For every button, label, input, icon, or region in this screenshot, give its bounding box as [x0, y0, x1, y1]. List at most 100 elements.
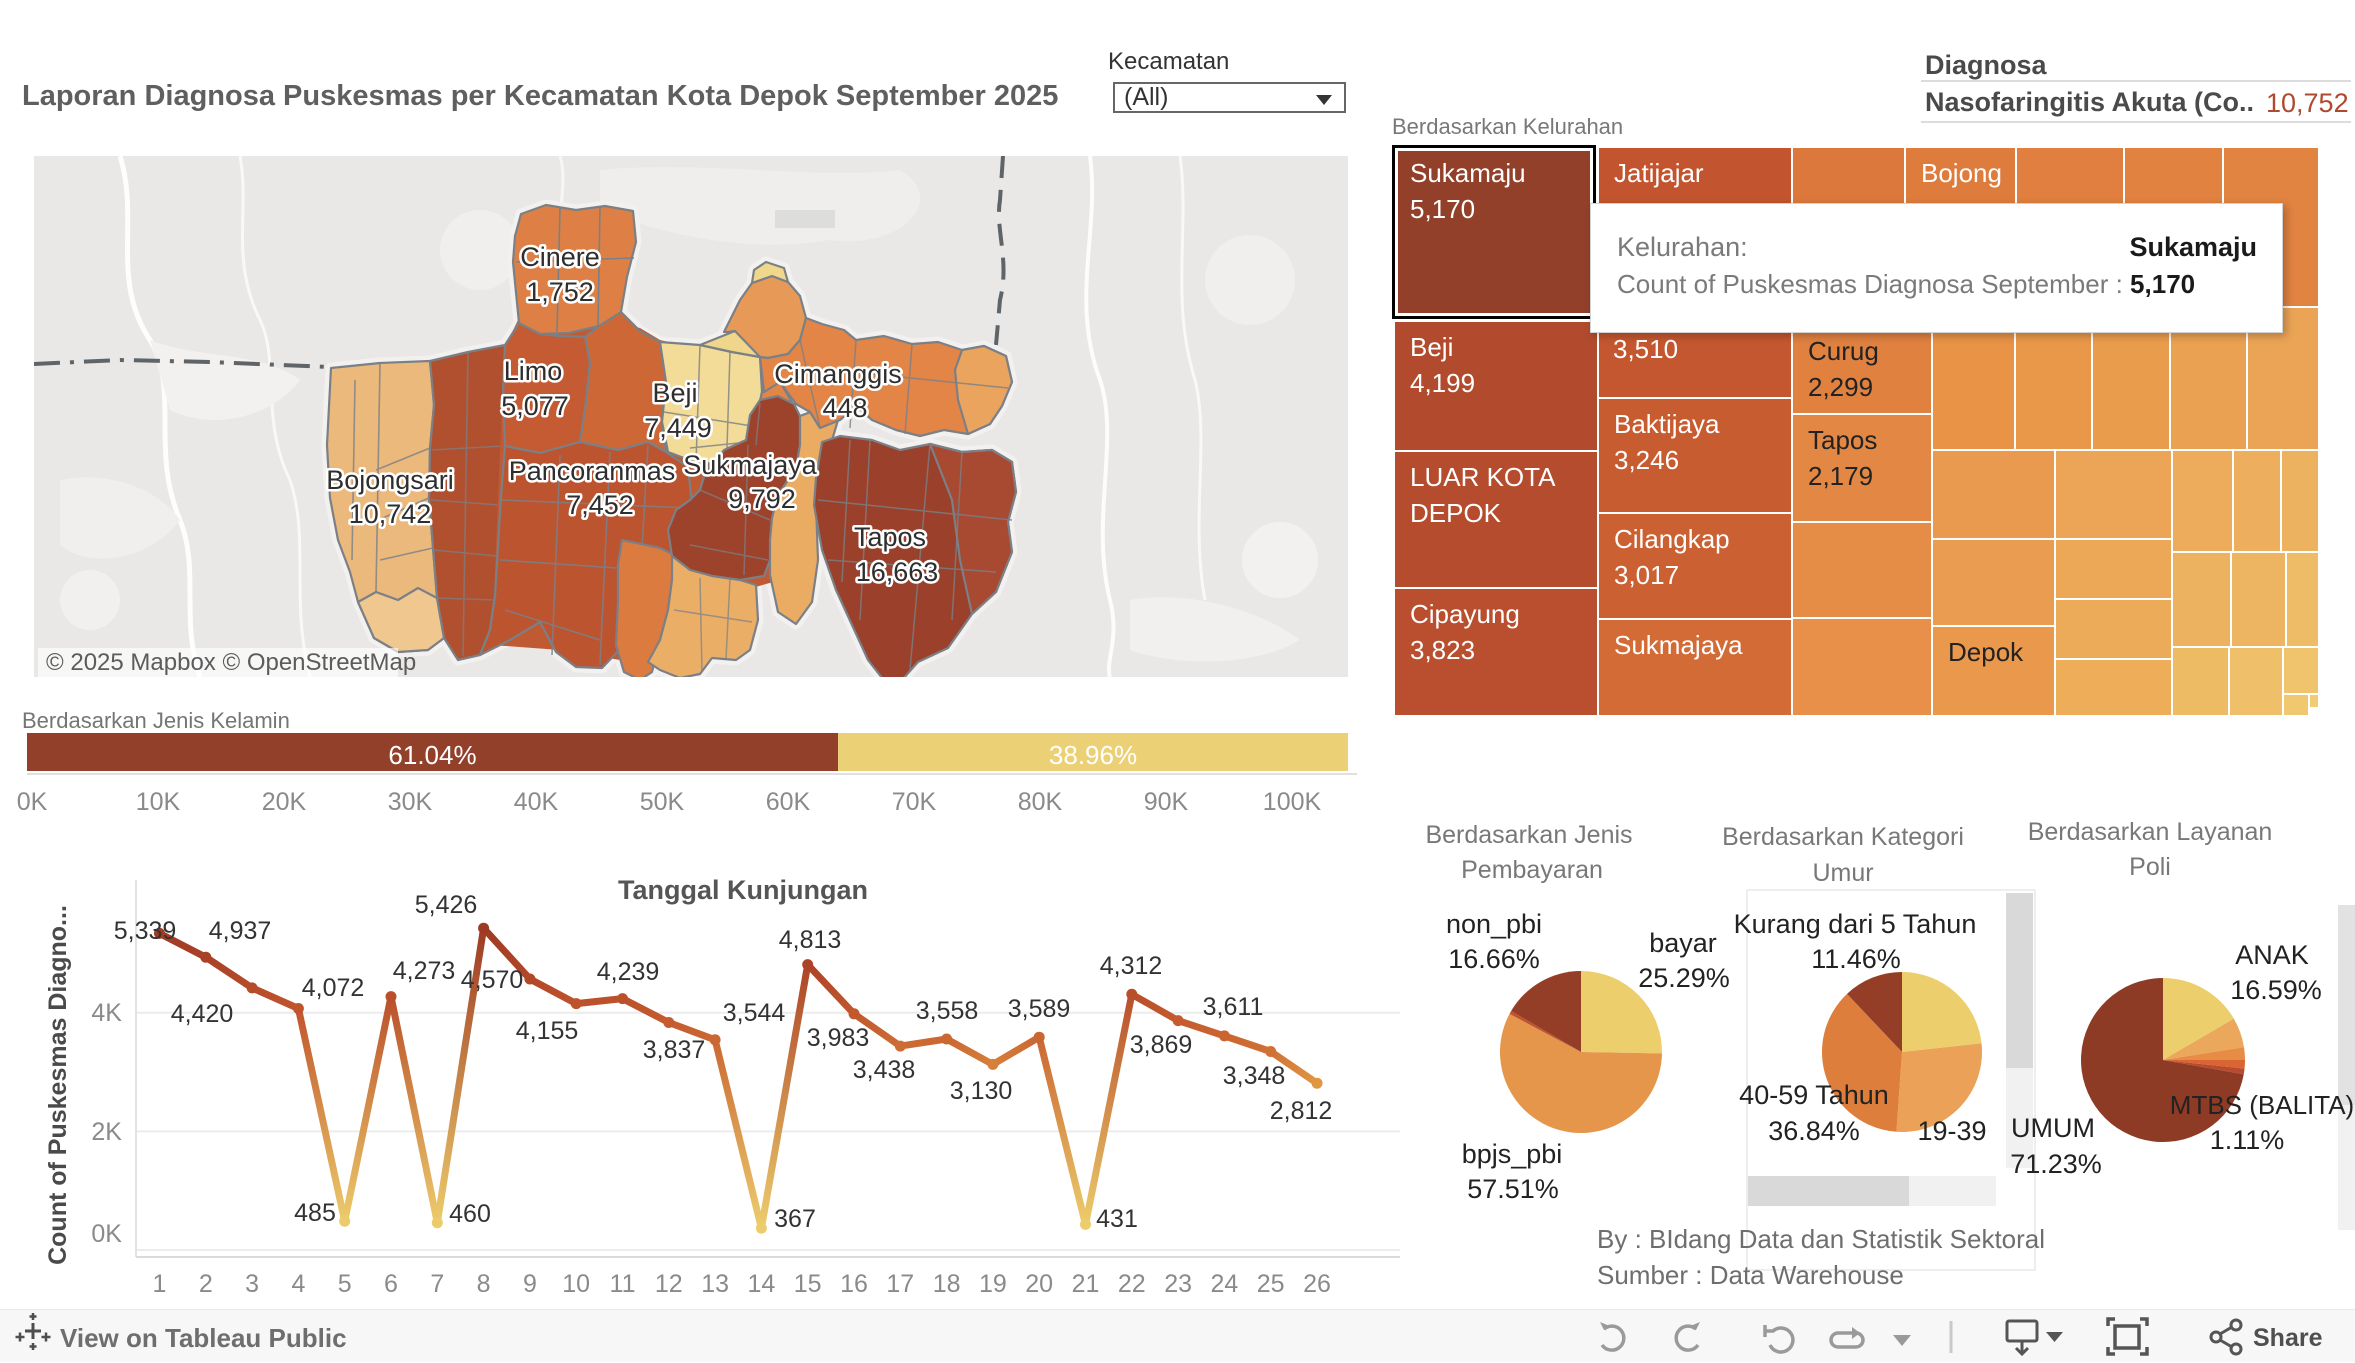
svg-text:15: 15	[794, 1270, 822, 1298]
svg-text:4,155: 4,155	[516, 1017, 579, 1045]
svg-text:7,452: 7,452	[566, 490, 634, 520]
svg-text:Beji: Beji	[652, 378, 697, 408]
svg-text:bpjs_pbi: bpjs_pbi	[1462, 1139, 1563, 1169]
svg-text:7,449: 7,449	[644, 413, 712, 443]
svg-text:3,130: 3,130	[950, 1077, 1013, 1105]
svg-text:bayar: bayar	[1649, 928, 1717, 958]
svg-text:1.11%: 1.11%	[2210, 1125, 2285, 1155]
svg-text:© 2025 Mapbox © OpenStreetMap: © 2025 Mapbox © OpenStreetMap	[46, 649, 416, 676]
svg-text:Pancoranmas: Pancoranmas	[509, 456, 676, 486]
svg-text:26: 26	[1303, 1270, 1331, 1298]
svg-text:5,077: 5,077	[501, 391, 569, 421]
svg-text:460: 460	[449, 1200, 491, 1228]
svg-text:22: 22	[1118, 1270, 1146, 1298]
svg-text:View on Tableau Public: View on Tableau Public	[60, 1323, 347, 1353]
svg-text:1: 1	[153, 1270, 167, 1298]
svg-text:2K: 2K	[91, 1118, 122, 1146]
svg-text:3,983: 3,983	[807, 1024, 870, 1052]
svg-text:ANAK: ANAK	[2235, 940, 2309, 970]
svg-text:7: 7	[430, 1270, 444, 1298]
svg-text:2,812: 2,812	[1270, 1097, 1333, 1125]
svg-text:6: 6	[384, 1270, 398, 1298]
svg-text:9: 9	[523, 1270, 537, 1298]
svg-text:Tanggal Kunjungan: Tanggal Kunjungan	[618, 875, 868, 905]
svg-text:71.23%: 71.23%	[2010, 1149, 2102, 1179]
svg-text:4,937: 4,937	[209, 917, 272, 945]
svg-text:3: 3	[245, 1270, 259, 1298]
svg-text:24: 24	[1210, 1270, 1238, 1298]
svg-text:Poli: Poli	[2129, 853, 2171, 881]
svg-text:5,339: 5,339	[114, 917, 177, 945]
svg-text:3,544: 3,544	[723, 999, 786, 1027]
svg-text:4,570: 4,570	[461, 966, 524, 994]
svg-text:367: 367	[774, 1205, 816, 1233]
svg-text:UMUM: UMUM	[2011, 1113, 2095, 1143]
svg-text:3,869: 3,869	[1130, 1031, 1193, 1059]
svg-text:3,438: 3,438	[853, 1056, 916, 1084]
svg-text:448: 448	[822, 393, 867, 423]
svg-text:3,589: 3,589	[1008, 995, 1071, 1023]
svg-text:16.66%: 16.66%	[1448, 944, 1540, 974]
svg-text:16.59%: 16.59%	[2230, 975, 2322, 1005]
svg-text:Sumber : Data Warehouse: Sumber : Data Warehouse	[1597, 1260, 1904, 1290]
svg-text:4,312: 4,312	[1100, 952, 1163, 980]
svg-text:5,426: 5,426	[415, 891, 478, 919]
svg-text:3,558: 3,558	[916, 997, 979, 1025]
svg-text:14: 14	[747, 1270, 775, 1298]
svg-text:4: 4	[291, 1270, 305, 1298]
svg-text:Pembayaran: Pembayaran	[1461, 856, 1603, 884]
svg-text:3,837: 3,837	[643, 1036, 706, 1064]
svg-text:Share: Share	[2253, 1324, 2323, 1352]
svg-text:non_pbi: non_pbi	[1446, 909, 1542, 939]
svg-text:11: 11	[610, 1270, 636, 1298]
svg-text:5: 5	[338, 1270, 352, 1298]
svg-text:4,072: 4,072	[302, 974, 365, 1002]
svg-text:17: 17	[886, 1270, 914, 1298]
svg-text:4,273: 4,273	[393, 957, 456, 985]
svg-text:0K: 0K	[91, 1220, 122, 1248]
svg-text:40-59 Tahun: 40-59 Tahun	[1739, 1080, 1889, 1110]
svg-text:1,752: 1,752	[526, 277, 594, 307]
svg-text:19-39: 19-39	[1917, 1116, 1986, 1146]
svg-text:16,663: 16,663	[856, 557, 939, 587]
svg-text:2: 2	[199, 1270, 213, 1298]
svg-text:Count of Puskesmas Diagno...: Count of Puskesmas Diagno...	[44, 905, 72, 1265]
svg-text:10,742: 10,742	[349, 499, 432, 529]
svg-text:20: 20	[1025, 1270, 1053, 1298]
svg-text:431: 431	[1096, 1205, 1138, 1233]
svg-text:Cinere: Cinere	[520, 242, 600, 272]
svg-text:16: 16	[840, 1270, 868, 1298]
svg-text:13: 13	[701, 1270, 729, 1298]
svg-text:Sukmajaya: Sukmajaya	[683, 450, 818, 480]
svg-text:57.51%: 57.51%	[1467, 1174, 1559, 1204]
svg-text:Tapos: Tapos	[854, 522, 926, 552]
svg-text:4,813: 4,813	[779, 926, 842, 954]
svg-text:Cimanggis: Cimanggis	[774, 359, 902, 389]
svg-text:3,611: 3,611	[1203, 993, 1264, 1021]
svg-text:25.29%: 25.29%	[1638, 963, 1730, 993]
svg-text:Kurang dari 5 Tahun: Kurang dari 5 Tahun	[1734, 909, 1977, 939]
svg-text:Bojongsari: Bojongsari	[326, 465, 454, 495]
svg-text:Limo: Limo	[504, 356, 563, 386]
svg-text:18: 18	[933, 1270, 961, 1298]
svg-text:4K: 4K	[91, 999, 122, 1027]
svg-text:11.46%: 11.46%	[1811, 944, 1901, 974]
svg-text:Berdasarkan Jenis: Berdasarkan Jenis	[1425, 821, 1632, 849]
svg-text:4,239: 4,239	[597, 958, 660, 986]
svg-text:12: 12	[655, 1270, 683, 1298]
svg-text:By : BIdang Data dan Statistik: By : BIdang Data dan Statistik Sektoral	[1597, 1224, 2045, 1254]
svg-text:MTBS (BALITA): MTBS (BALITA)	[2170, 1090, 2354, 1120]
svg-text:19: 19	[979, 1270, 1007, 1298]
svg-text:4,420: 4,420	[171, 1000, 234, 1028]
svg-text:Umur: Umur	[1812, 859, 1873, 887]
svg-text:3,348: 3,348	[1223, 1062, 1286, 1090]
svg-text:25: 25	[1257, 1270, 1285, 1298]
svg-text:23: 23	[1164, 1270, 1192, 1298]
svg-text:36.84%: 36.84%	[1768, 1116, 1860, 1146]
svg-text:485: 485	[294, 1199, 336, 1227]
svg-text:21: 21	[1072, 1270, 1100, 1298]
svg-text:Berdasarkan Kategori: Berdasarkan Kategori	[1722, 823, 1964, 851]
svg-text:9,792: 9,792	[728, 484, 796, 514]
svg-text:8: 8	[477, 1270, 491, 1298]
svg-text:Berdasarkan Layanan: Berdasarkan Layanan	[2028, 818, 2273, 846]
